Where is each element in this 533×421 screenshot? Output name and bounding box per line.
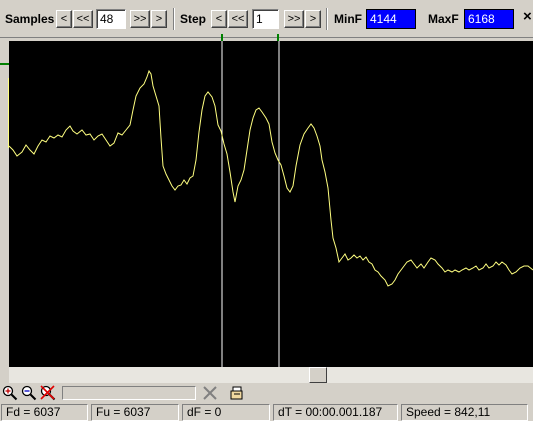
progress-bar: [62, 386, 196, 400]
step-field[interactable]: 1: [252, 9, 279, 29]
samples-first-button[interactable]: <<: [73, 10, 93, 28]
level-marker: [0, 63, 9, 65]
waveform-svg: [9, 41, 533, 367]
minf-field[interactable]: 4144: [366, 9, 416, 29]
status-bar: Fd = 6037 Fu = 6037 dF = 0 dT = 00:00.00…: [0, 403, 533, 421]
zoom-out-icon[interactable]: [21, 385, 37, 401]
toolbar: Samples < << 48 >> > Step < << 1 >> > Mi…: [0, 0, 533, 38]
status-df: dF = 0: [182, 404, 270, 421]
maxf-field[interactable]: 6168: [464, 9, 514, 29]
clear-x-icon[interactable]: [202, 385, 218, 401]
plot-background: [9, 41, 533, 367]
minf-label: MinF: [334, 12, 362, 26]
step-label: Step: [180, 12, 207, 26]
cursor-marker-left[interactable]: [221, 34, 223, 42]
samples-field[interactable]: 48: [96, 9, 126, 29]
ruler-line: [0, 37, 533, 38]
status-fu: Fu = 6037: [91, 404, 179, 421]
waveform-plot[interactable]: [9, 41, 533, 367]
samples-last-button[interactable]: >>: [130, 10, 150, 28]
samples-label: Samples: [5, 12, 55, 26]
step-first-button[interactable]: <<: [228, 10, 248, 28]
hand-pointer-icon[interactable]: [229, 385, 245, 401]
step-next-button[interactable]: >: [305, 10, 321, 28]
left-edge-marker: [8, 78, 9, 148]
zoom-reset-icon[interactable]: [40, 385, 56, 401]
status-fd: Fd = 6037: [1, 404, 88, 421]
scrollbar-thumb[interactable]: [309, 367, 327, 383]
status-speed: Speed = 842,11: [401, 404, 528, 421]
step-prev-button[interactable]: <: [211, 10, 227, 28]
toolbar-separator: [173, 8, 175, 30]
maxf-label: MaxF: [428, 12, 459, 26]
cursor-marker-right[interactable]: [277, 34, 279, 42]
samples-next-button[interactable]: >: [151, 10, 167, 28]
waveform-trace: [9, 69, 533, 287]
close-icon[interactable]: ×: [523, 8, 532, 25]
step-last-button[interactable]: >>: [284, 10, 304, 28]
samples-prev-button[interactable]: <: [56, 10, 72, 28]
horizontal-scrollbar[interactable]: [9, 367, 533, 383]
zoom-in-icon[interactable]: [2, 385, 18, 401]
toolbar-separator: [326, 8, 328, 30]
status-dt: dT = 00:00.001.187: [273, 404, 398, 421]
